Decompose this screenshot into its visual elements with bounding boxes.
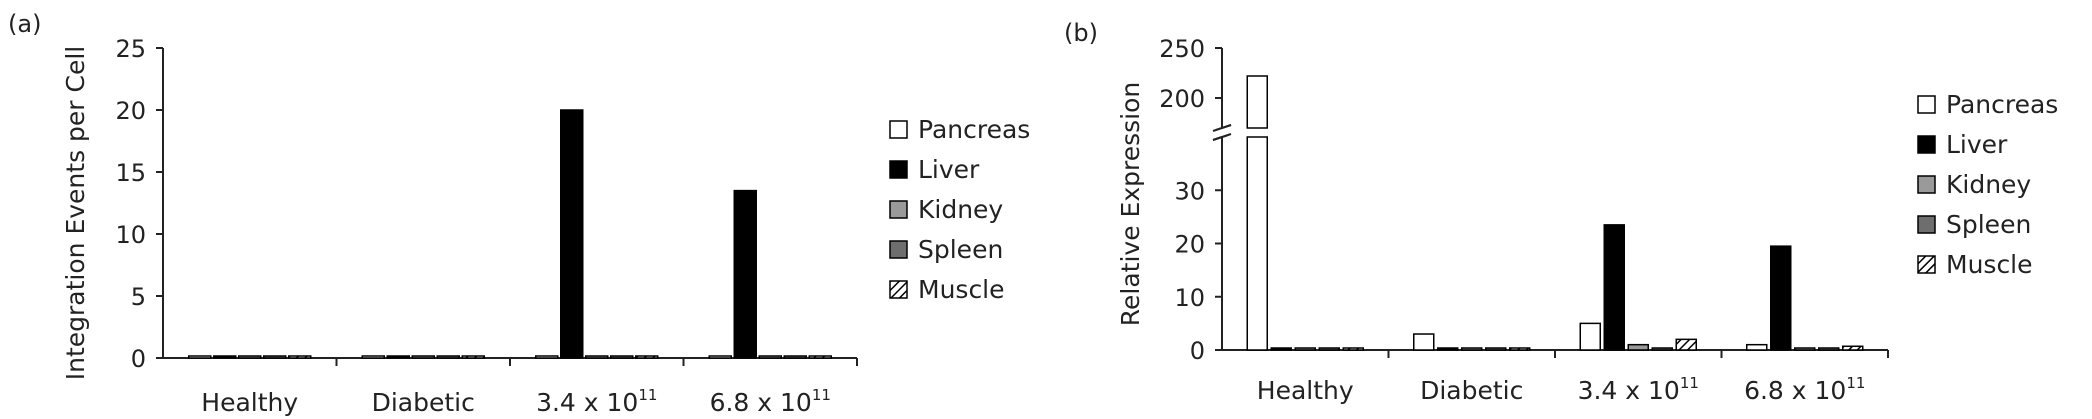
bar-b-muscle-1 <box>1509 347 1531 351</box>
legend-swatch-b-muscle <box>1917 255 1936 274</box>
bar-a-muscle-0 <box>288 355 312 359</box>
x-tick-label-a-1: Diabetic <box>372 388 475 417</box>
legend-label-a-spleen: Spleen <box>918 235 1003 264</box>
legend-label-a-liver: Liver <box>918 155 980 184</box>
y-tick-label-b-up-0: 200 <box>1159 85 1205 113</box>
y-tick-label-a-3: 15 <box>115 159 146 187</box>
bar-b-muscle-0 <box>1342 347 1364 351</box>
legend-label-b-spleen: Spleen <box>1946 210 2031 239</box>
bar-b-spleen-1 <box>1485 347 1507 351</box>
bar-a-pancreas-1 <box>361 355 385 359</box>
bar-a-kidney-1 <box>411 355 435 359</box>
y-tick-label-a-0: 0 <box>131 345 146 373</box>
bar-a-muscle-2 <box>635 355 659 359</box>
legend-swatch-a-liver <box>889 160 908 179</box>
bar-a-muscle-1 <box>461 355 485 359</box>
legend-label-a-pancreas: Pancreas <box>918 115 1030 144</box>
y-tick-label-a-2: 10 <box>115 221 146 249</box>
bar-b-spleen-3 <box>1818 347 1840 351</box>
bar-b-kidney-0 <box>1294 347 1316 351</box>
legend-label-b-kidney: Kidney <box>1946 170 2031 199</box>
bar-a-kidney-0 <box>238 355 262 359</box>
legend-swatch-b-spleen <box>1917 215 1936 234</box>
panel-label-a: (a) <box>8 10 41 38</box>
panel-label-b: (b) <box>1064 19 1098 47</box>
chart-a: (a) Integration Events per Cell 0 5 10 15 20 25… <box>8 10 1030 417</box>
bar-a-spleen-1 <box>436 355 460 359</box>
bar-b-pancreas-1 <box>1413 333 1435 351</box>
legend-swatch-a-kidney <box>889 200 908 219</box>
bar-b-muscle-3 <box>1842 345 1864 351</box>
bar-b-liver-0 <box>1270 347 1292 351</box>
legend-label-a-kidney: Kidney <box>918 195 1003 224</box>
y-tick-label-b-low-0: 0 <box>1190 337 1205 365</box>
bar-a-muscle-3 <box>808 355 832 359</box>
bar-a-pancreas-2 <box>535 355 559 359</box>
y-tick-label-b-low-3: 30 <box>1174 177 1205 205</box>
x-tick-label-b-2: 3.4 x 1011 <box>1578 374 1699 405</box>
x-tick-label-b-0: Healthy <box>1257 376 1354 405</box>
bar-b-kidney-1 <box>1461 347 1483 351</box>
bar-a-kidney-2 <box>585 355 609 359</box>
bar-a-spleen-3 <box>783 355 807 359</box>
bar-b-liver-3 <box>1770 245 1792 351</box>
bar-b-liver-1 <box>1437 347 1459 351</box>
legend-label-b-muscle: Muscle <box>1946 250 2033 279</box>
bar-b-kidney-2 <box>1627 343 1649 351</box>
bar-a-kidney-3 <box>758 355 782 359</box>
y-tick-label-a-1: 5 <box>131 283 146 311</box>
axis-break-mark-4 <box>1212 133 1232 141</box>
y-tick-label-a-4: 20 <box>115 97 146 125</box>
bar-b-muscle-2 <box>1675 338 1697 351</box>
bar-a-spleen-0 <box>263 355 287 359</box>
y-tick-label-b-up-1: 250 <box>1159 35 1205 63</box>
bar-b-pancreas-2 <box>1579 322 1601 351</box>
x-tick-label-a-3: 6.8 x 1011 <box>710 386 831 417</box>
legend-swatch-a-muscle <box>889 280 908 299</box>
legend-label-b-pancreas: Pancreas <box>1946 90 2058 119</box>
x-tick-label-a-2: 3.4 x 1011 <box>536 386 657 417</box>
bar-a-pancreas-3 <box>708 355 732 359</box>
x-tick-label-b-1: Diabetic <box>1420 376 1523 405</box>
legend-swatch-b-liver <box>1917 135 1936 154</box>
y-tick-label-a-5: 25 <box>115 35 146 63</box>
bar-b-liver-2 <box>1603 224 1625 351</box>
x-tick-label-a-0: Healthy <box>201 388 298 417</box>
bar-b-spleen-2 <box>1651 347 1673 351</box>
bar-a-spleen-2 <box>610 355 634 359</box>
bar-b-pancreas-0 <box>1210 75 1271 351</box>
chart-b: (b) Relative Expression 0 10 20 30 200 250 Healt… <box>1064 19 2058 405</box>
bar-b-pancreas-3 <box>1746 343 1768 351</box>
bar-a-liver-0 <box>213 355 237 359</box>
y-axis-label-b: Relative Expression <box>1116 82 1145 326</box>
legend-label-b-liver: Liver <box>1946 130 2008 159</box>
legend-swatch-b-pancreas <box>1917 95 1936 114</box>
bar-a-liver-1 <box>386 355 410 359</box>
bar-a-liver-2 <box>560 109 584 359</box>
legend-swatch-b-kidney <box>1917 175 1936 194</box>
axis-break-mark-3 <box>1212 124 1232 132</box>
legend-swatch-a-spleen <box>889 240 908 259</box>
bar-b-kidney-3 <box>1794 347 1816 351</box>
bar-a-pancreas-0 <box>188 355 212 359</box>
bar-a-liver-3 <box>733 189 757 359</box>
y-tick-label-b-low-1: 10 <box>1174 284 1205 312</box>
legend-label-a-muscle: Muscle <box>918 275 1005 304</box>
y-axis-label-a: Integration Events per Cell <box>61 46 90 381</box>
x-tick-label-b-3: 6.8 x 1011 <box>1744 374 1865 405</box>
bar-b-spleen-0 <box>1318 347 1340 351</box>
y-tick-label-b-low-2: 20 <box>1174 231 1205 259</box>
legend-swatch-a-pancreas <box>889 120 908 139</box>
